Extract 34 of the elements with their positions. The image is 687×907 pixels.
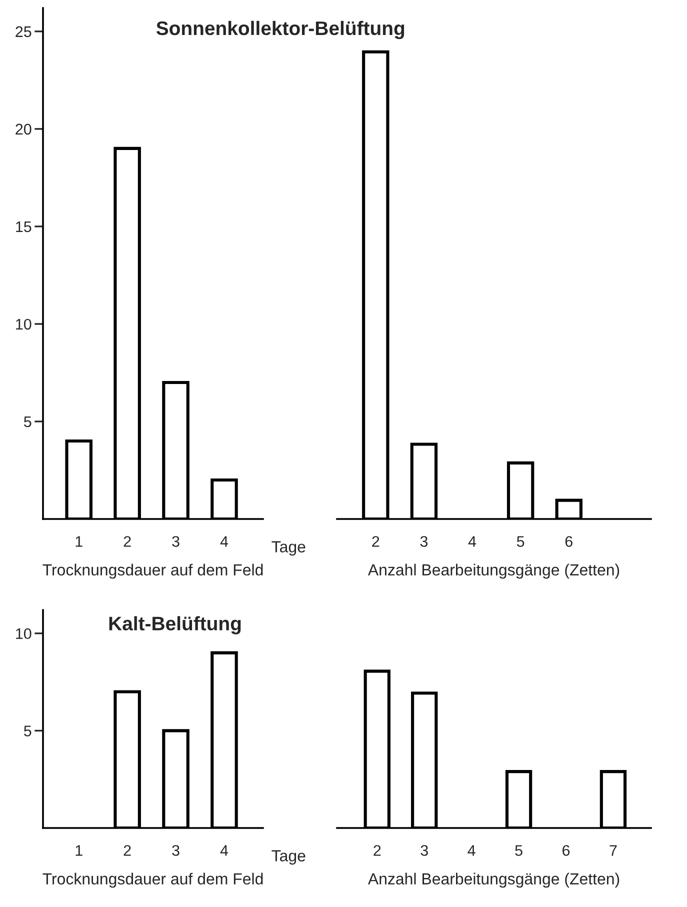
text: Tage	[272, 850, 306, 865]
x-tick-label: 5	[516, 536, 524, 547]
x-tick-label: 4	[468, 845, 476, 856]
x-tick-label: 4	[220, 536, 228, 547]
text: Sonnenkollektor-Belüftung	[156, 20, 404, 40]
x-axis-title: Trocknungsdauer auf dem Feld	[42, 564, 263, 579]
x-tick-label: 6	[562, 845, 570, 856]
y-tick-label: 20	[16, 124, 32, 135]
x-tick-label: 3	[172, 536, 180, 547]
x-axis-title: Anzahl Bearbeitungsgänge (Zetten)	[368, 564, 620, 579]
x-tick-label: 2	[374, 845, 381, 856]
y-tick-label: 10	[16, 628, 32, 640]
y-tick-label: 15	[16, 221, 32, 232]
x-tick-label: 1	[76, 845, 82, 856]
x-tick-label: 7	[610, 845, 617, 856]
x-tick-label: 6	[565, 536, 572, 547]
y-tick-label: 25	[16, 26, 32, 38]
x-tick-label: 1	[76, 536, 82, 547]
text: Tage	[272, 541, 306, 556]
x-tick-label: 5	[515, 845, 522, 856]
x-tick-label: 3	[420, 845, 428, 856]
y-tick-label: 5	[24, 726, 32, 736]
x-tick-label: 2	[372, 536, 380, 547]
x-axis-title: Anzahl Bearbeitungsgänge (Zetten)	[368, 872, 620, 888]
y-tick-label: 10	[16, 318, 32, 330]
x-tick-label: 2	[124, 536, 131, 547]
x-tick-label: 3	[420, 536, 428, 547]
chart-title: Kalt-Belüftung	[109, 616, 241, 634]
y-tick-label: 5	[24, 416, 32, 428]
x-tick-label: 4	[468, 536, 476, 547]
x-axis-title: Trocknungsdauer auf dem Feld	[42, 872, 263, 888]
x-tick-label: 4	[220, 845, 228, 856]
x-tick-label: 2	[124, 845, 131, 856]
x-tick-label: 3	[172, 845, 180, 856]
